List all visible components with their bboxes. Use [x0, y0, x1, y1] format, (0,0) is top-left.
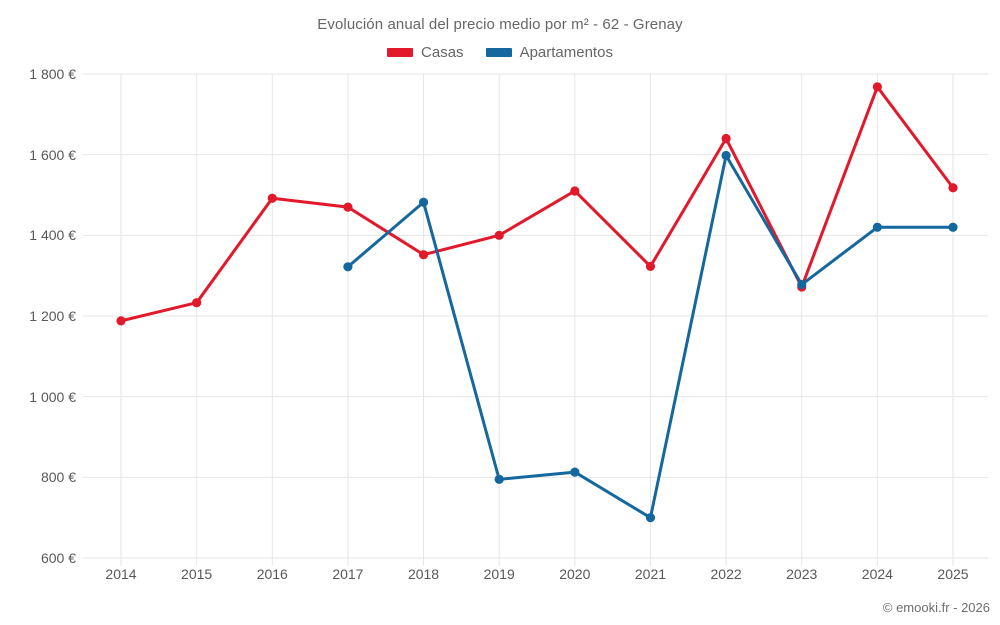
x-axis-tick-label: 2014 [105, 566, 137, 582]
data-point-casas[interactable] [192, 298, 202, 308]
x-axis-tick-label: 2018 [407, 566, 440, 582]
legend-item-apartamentos[interactable]: Apartamentos [485, 44, 613, 61]
x-axis-tick-label: 2017 [332, 566, 364, 582]
chart-title: Evolución anual del precio medio por m² … [317, 16, 683, 33]
legend-label: Apartamentos [519, 44, 613, 61]
data-point-apartamentos[interactable] [343, 262, 353, 272]
data-point-casas[interactable] [645, 261, 656, 271]
data-point-casas[interactable] [872, 82, 882, 92]
y-axis-tick-label: 1 000 € [29, 388, 76, 405]
legend-swatch-apartamentos [485, 48, 512, 57]
data-point-apartamentos[interactable] [494, 474, 504, 484]
y-axis-tick-label: 600 € [40, 550, 76, 566]
y-axis-tick-label: 1 800 € [29, 66, 76, 82]
data-point-apartamentos[interactable] [645, 513, 656, 523]
data-point-casas[interactable] [948, 183, 958, 193]
data-point-apartamentos[interactable] [418, 197, 429, 207]
x-axis-tick-label: 2015 [181, 566, 213, 582]
x-axis-tick-label: 2021 [634, 566, 667, 582]
x-axis-tick-label: 2020 [559, 566, 591, 582]
x-axis-tick-label: 2025 [937, 566, 969, 582]
data-point-casas[interactable] [570, 186, 580, 196]
data-point-casas[interactable] [494, 230, 504, 240]
series-line-casas [119, 85, 955, 323]
data-point-casas[interactable] [418, 250, 429, 260]
data-point-apartamentos[interactable] [570, 467, 580, 477]
data-point-casas[interactable] [343, 202, 353, 212]
y-axis-tick-label: 1 200 € [29, 308, 76, 324]
x-axis-tick-label: 2024 [861, 566, 893, 582]
legend-item-casas[interactable]: Casas [387, 44, 464, 61]
data-point-casas[interactable] [721, 133, 731, 144]
legend-swatch-casas [387, 48, 414, 57]
x-axis-tick-label: 2019 [483, 566, 515, 582]
x-axis-tick-label: 2022 [710, 566, 742, 582]
x-axis-tick-label: 2023 [786, 566, 818, 582]
y-axis-tick-label: 1 400 € [29, 227, 76, 244]
copyright-credit: © emooki.fr - 2026 [882, 600, 990, 615]
y-axis-tick-label: 800 € [40, 469, 76, 486]
data-point-casas[interactable] [116, 316, 126, 326]
data-point-apartamentos[interactable] [948, 222, 958, 232]
data-point-casas[interactable] [267, 193, 277, 203]
chart-legend: Casas Apartamentos [0, 44, 1000, 61]
x-axis-tick-label: 2016 [256, 566, 288, 582]
data-point-apartamentos[interactable] [872, 222, 882, 232]
y-axis-tick-label: 1 600 € [29, 146, 76, 163]
legend-label: Casas [421, 44, 464, 61]
data-point-apartamentos[interactable] [797, 279, 807, 290]
data-point-apartamentos[interactable] [721, 150, 731, 161]
